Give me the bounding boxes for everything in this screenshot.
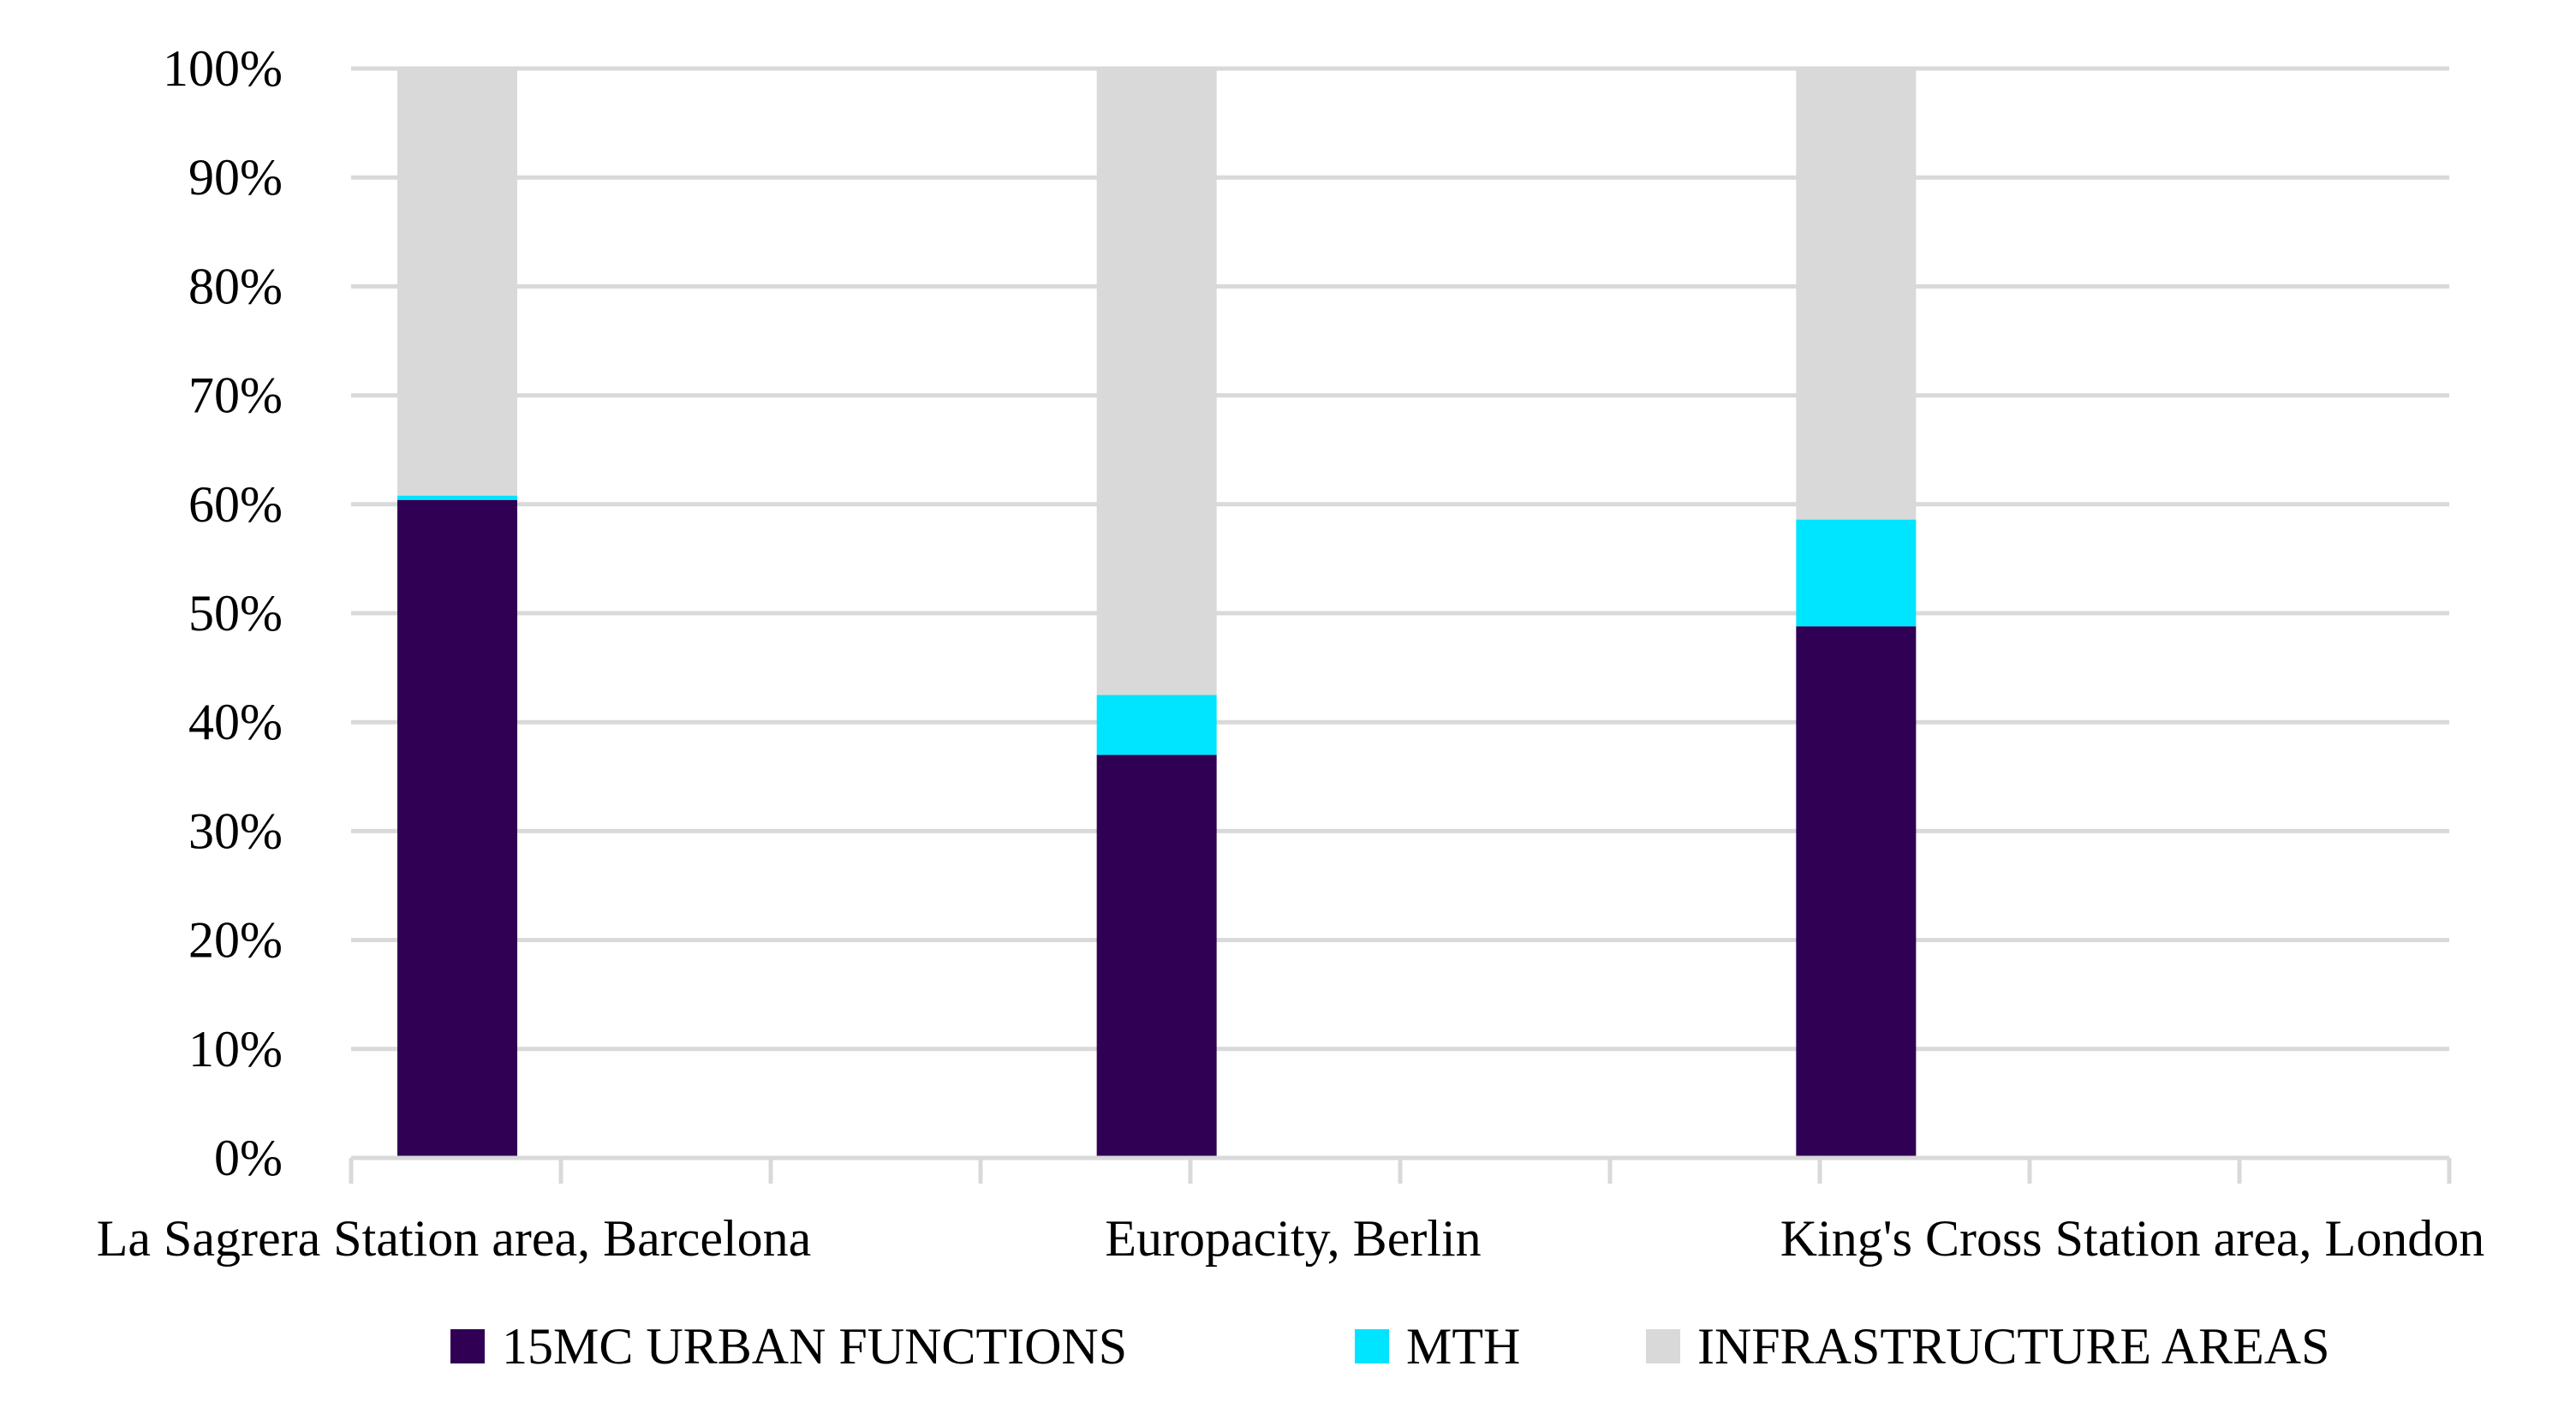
y-tick-label: 40%: [188, 694, 283, 750]
legend-swatch: [1646, 1329, 1680, 1363]
legend-label: 15MC URBAN FUNCTIONS: [502, 1318, 1127, 1375]
bar-segment-2-category-2: [1096, 695, 1217, 755]
bars: [397, 69, 1917, 1158]
legend: 15MC URBAN FUNCTIONS MTH INFRASTRUCTURE AR…: [450, 1318, 2329, 1375]
x-category-label: Europacity, Berlin: [1105, 1210, 1481, 1267]
y-tick-label: 100%: [163, 40, 283, 97]
legend-label: MTH: [1406, 1318, 1520, 1375]
y-tick-label: 60%: [188, 476, 283, 533]
bar-segment-2-category-3: [1796, 519, 1917, 627]
x-axis: [349, 1155, 2452, 1184]
bar-segment-3-category-1: [397, 69, 517, 496]
y-tick-label: 0%: [214, 1130, 283, 1186]
legend-swatch: [450, 1329, 485, 1363]
bar-segment-1-category-1: [397, 499, 517, 1158]
bar-segment-3-category-2: [1096, 69, 1217, 695]
x-axis-category-labels: La Sagrera Station area, Barcelona Europa…: [97, 1210, 2485, 1267]
bar-segment-1-category-2: [1096, 755, 1217, 1158]
gridlines: [351, 66, 2449, 1052]
y-tick-label: 90%: [188, 149, 283, 206]
bar-segment-3-category-3: [1796, 69, 1917, 520]
legend-label: INFRASTRUCTURE AREAS: [1697, 1318, 2329, 1375]
x-category-label: La Sagrera Station area, Barcelona: [97, 1210, 812, 1267]
bar-segment-2-category-1: [397, 495, 517, 500]
y-tick-label: 70%: [188, 367, 283, 424]
y-tick-label: 20%: [188, 912, 283, 969]
y-tick-label: 50%: [188, 585, 283, 641]
x-category-label: King's Cross Station area, London: [1780, 1210, 2484, 1267]
y-axis-tick-labels: 0% 10% 20% 30% 40% 50% 60% 70% 80% 90% 100%: [163, 40, 283, 1186]
bar-segment-1-category-3: [1796, 626, 1917, 1158]
y-tick-label: 80%: [188, 258, 283, 314]
y-tick-label: 30%: [188, 802, 283, 859]
y-tick-label: 10%: [188, 1021, 283, 1077]
legend-swatch: [1355, 1329, 1389, 1363]
